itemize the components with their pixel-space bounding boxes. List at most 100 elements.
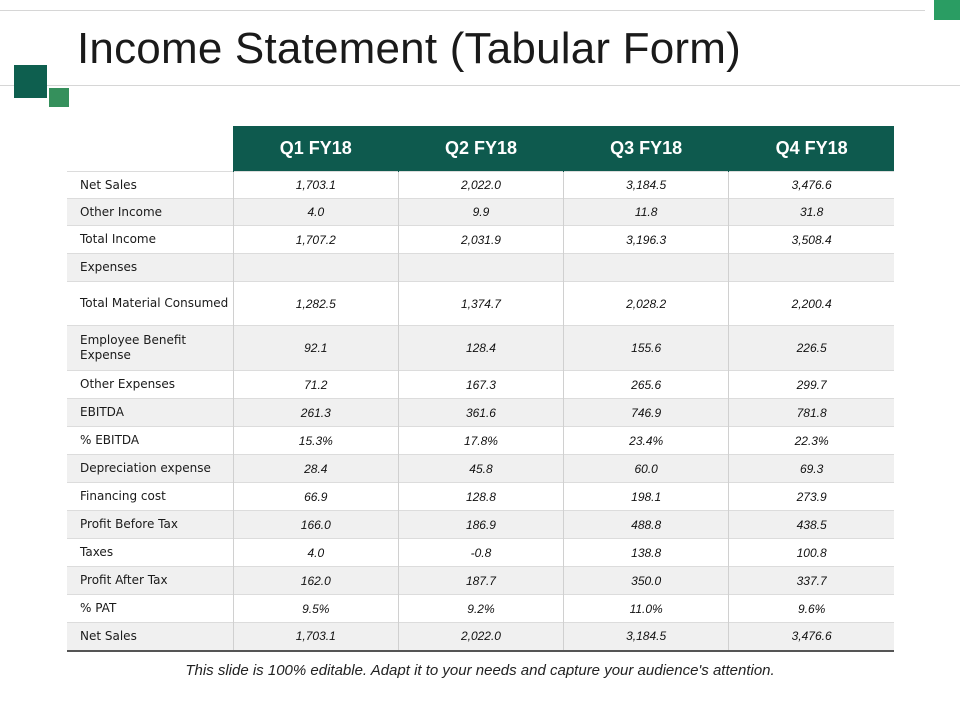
corner-accent-square (934, 0, 960, 20)
accent-square-light (49, 88, 69, 107)
title-divider (0, 85, 960, 86)
row-label: Total Material Consumed (67, 281, 234, 326)
row-label: Employee Benefit Expense (67, 325, 234, 371)
header-q4: Q4 FY18 (728, 126, 894, 172)
value-cell: 9.5% (232, 594, 399, 623)
row-label: Expenses (67, 253, 234, 282)
table-row: Expenses (67, 253, 894, 282)
value-cell: 3,476.6 (728, 171, 894, 199)
value-cell: 162.0 (232, 566, 399, 595)
table-row: Profit Before Tax 166.0 186.9 488.8 438.5 (67, 510, 894, 539)
value-cell: -0.8 (397, 538, 564, 567)
value-cell: 3,184.5 (563, 622, 729, 652)
value-cell: 186.9 (397, 510, 564, 539)
table-row: Other Expenses 71.2 167.3 265.6 299.7 (67, 370, 894, 399)
value-cell: 45.8 (397, 454, 564, 483)
value-cell: 92.1 (232, 325, 399, 371)
value-cell: 2,200.4 (728, 281, 894, 326)
table-row: Net Sales 1,703.1 2,022.0 3,184.5 3,476.6 (67, 622, 894, 652)
row-label: Profit Before Tax (67, 510, 234, 539)
value-cell: 66.9 (232, 482, 399, 511)
value-cell: 3,184.5 (563, 171, 729, 199)
value-cell: 128.8 (397, 482, 564, 511)
value-cell: 9.2% (397, 594, 564, 623)
value-cell: 1,707.2 (232, 225, 399, 254)
row-label: Profit After Tax (67, 566, 234, 595)
row-label: Other Expenses (67, 370, 234, 399)
value-cell: 361.6 (397, 398, 564, 427)
table-row: Employee Benefit Expense 92.1 128.4 155.6 22… (67, 325, 894, 371)
value-cell: 1,374.7 (397, 281, 564, 326)
value-cell: 166.0 (232, 510, 399, 539)
table-header-row: Q1 FY18 Q2 FY18 Q3 FY18 Q4 FY18 (67, 126, 894, 172)
row-label: Net Sales (67, 171, 234, 199)
value-cell: 138.8 (563, 538, 729, 567)
value-cell: 11.8 (563, 198, 729, 226)
value-cell: 4.0 (232, 538, 399, 567)
table-row: Net Sales 1,703.1 2,022.0 3,184.5 3,476.6 (67, 171, 894, 199)
value-cell: 3,508.4 (728, 225, 894, 254)
value-cell: 31.8 (728, 198, 894, 226)
value-cell: 167.3 (397, 370, 564, 399)
value-cell: 1,703.1 (232, 622, 399, 652)
value-cell (397, 253, 564, 282)
value-cell: 337.7 (728, 566, 894, 595)
value-cell: 4.0 (232, 198, 399, 226)
value-cell: 1,282.5 (232, 281, 399, 326)
value-cell: 23.4% (563, 426, 729, 455)
value-cell: 3,196.3 (563, 225, 729, 254)
table-row: EBITDA 261.3 361.6 746.9 781.8 (67, 398, 894, 427)
value-cell: 60.0 (563, 454, 729, 483)
row-label: Taxes (67, 538, 234, 567)
top-divider (0, 10, 925, 11)
header-q1: Q1 FY18 (232, 126, 399, 172)
value-cell: 9.9 (397, 198, 564, 226)
table-row: Total Income 1,707.2 2,031.9 3,196.3 3,508.4 (67, 225, 894, 254)
row-label: Other Income (67, 198, 234, 226)
value-cell: 15.3% (232, 426, 399, 455)
value-cell (232, 253, 399, 282)
value-cell: 299.7 (728, 370, 894, 399)
value-cell: 2,022.0 (397, 171, 564, 199)
value-cell: 1,703.1 (232, 171, 399, 199)
table-row: % PAT 9.5% 9.2% 11.0% 9.6% (67, 594, 894, 623)
value-cell: 22.3% (728, 426, 894, 455)
row-label: Total Income (67, 225, 234, 254)
value-cell: 69.3 (728, 454, 894, 483)
header-blank-cell (67, 126, 234, 172)
value-cell: 198.1 (563, 482, 729, 511)
value-cell: 488.8 (563, 510, 729, 539)
value-cell: 438.5 (728, 510, 894, 539)
value-cell: 350.0 (563, 566, 729, 595)
table-row: Profit After Tax 162.0 187.7 350.0 337.7 (67, 566, 894, 595)
value-cell: 261.3 (232, 398, 399, 427)
value-cell: 11.0% (563, 594, 729, 623)
value-cell: 226.5 (728, 325, 894, 371)
table-row: Financing cost 66.9 128.8 198.1 273.9 (67, 482, 894, 511)
table-row: Other Income 4.0 9.9 11.8 31.8 (67, 198, 894, 226)
value-cell: 17.8% (397, 426, 564, 455)
row-label: EBITDA (67, 398, 234, 427)
header-q2: Q2 FY18 (397, 126, 564, 172)
value-cell: 9.6% (728, 594, 894, 623)
table-row: Depreciation expense 28.4 45.8 60.0 69.3 (67, 454, 894, 483)
value-cell (728, 253, 894, 282)
value-cell (563, 253, 729, 282)
accent-square-dark (14, 65, 47, 98)
value-cell: 100.8 (728, 538, 894, 567)
table-row: Taxes 4.0 -0.8 138.8 100.8 (67, 538, 894, 567)
value-cell: 746.9 (563, 398, 729, 427)
value-cell: 71.2 (232, 370, 399, 399)
value-cell: 265.6 (563, 370, 729, 399)
value-cell: 2,022.0 (397, 622, 564, 652)
row-label: Financing cost (67, 482, 234, 511)
value-cell: 3,476.6 (728, 622, 894, 652)
footer-note: This slide is 100% editable. Adapt it to… (185, 662, 775, 679)
row-label: % EBITDA (67, 426, 234, 455)
table-row: Total Material Consumed 1,282.5 1,374.7 2,0… (67, 281, 894, 326)
value-cell: 128.4 (397, 325, 564, 371)
table-row: % EBITDA 15.3% 17.8% 23.4% 22.3% (67, 426, 894, 455)
row-label: Depreciation expense (67, 454, 234, 483)
row-label: Net Sales (67, 622, 234, 652)
income-statement-table: Q1 FY18 Q2 FY18 Q3 FY18 Q4 FY18 Net Sale… (67, 126, 894, 652)
